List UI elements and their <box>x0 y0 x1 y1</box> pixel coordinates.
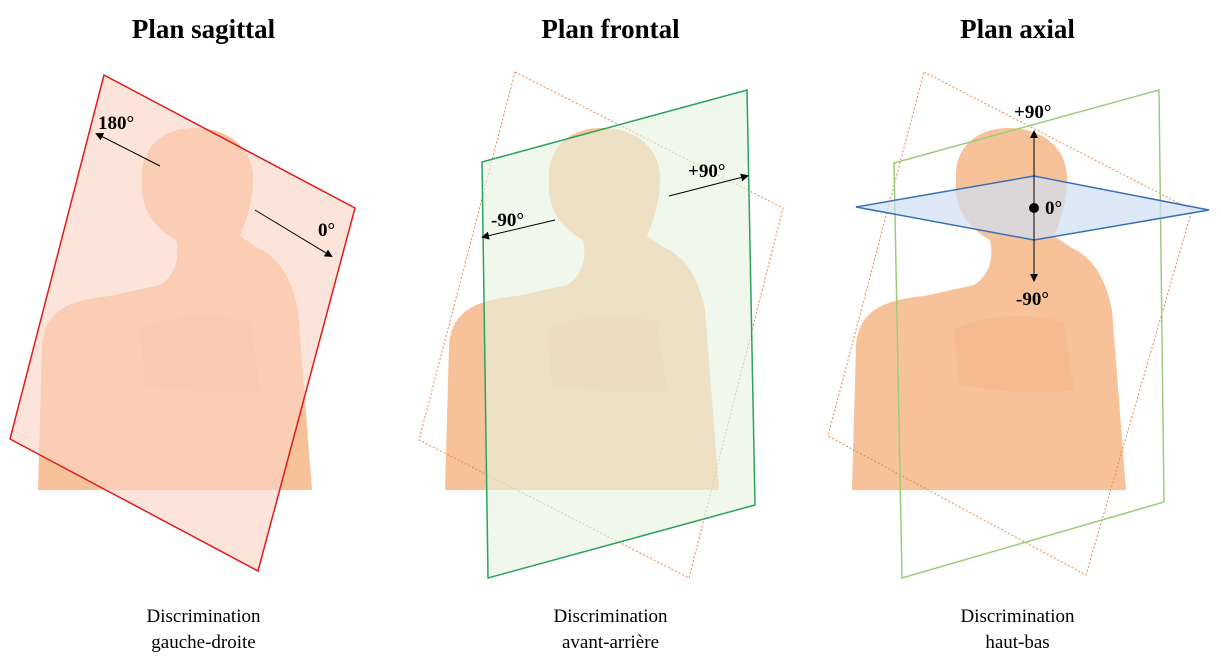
arrow-to-plus-90 <box>668 173 749 197</box>
label-minus-90: -90° <box>491 210 524 231</box>
panel-axial: Plan axial +90° 0° -90° Discrimination h… <box>814 0 1221 671</box>
sagittal-plane-dotted <box>827 71 1193 576</box>
panel-caption: Discrimination gauche-droite <box>0 604 407 656</box>
center-dot <box>1029 203 1039 213</box>
panel-caption: Discrimination haut-bas <box>814 604 1221 656</box>
arrow-to-180 <box>95 133 161 167</box>
panel-caption: Discrimination avant-arrière <box>407 604 814 656</box>
caption-line1: Discrimination <box>553 606 668 627</box>
panel-title: Plan axial <box>960 14 1075 44</box>
frontal-plane-outline <box>893 89 1165 579</box>
caption-line1: Discrimination <box>146 606 261 627</box>
arrow-to-zero <box>254 209 333 258</box>
label-minus-90: -90° <box>1016 289 1049 310</box>
panel-title: Plan frontal <box>541 14 680 44</box>
frontal-diagram: +90° -90° <box>418 71 784 579</box>
sagittal-diagram: 180° 0° <box>9 73 356 573</box>
label-plus-90: +90° <box>1014 102 1051 123</box>
caption-line2: haut-bas <box>985 632 1050 653</box>
panel-sagittal: Plan sagittal 180° 0° Discrimination gau… <box>0 0 407 671</box>
arrow-to-minus-90 <box>481 219 556 240</box>
panel-title: Plan sagittal <box>131 14 276 44</box>
human-silhouette <box>852 128 1126 490</box>
label-180: 180° <box>98 113 134 134</box>
frontal-plane <box>481 89 756 579</box>
axial-diagram: +90° 0° -90° <box>827 71 1210 579</box>
panel-frontal: Plan frontal +90° -90° Discrimination av… <box>407 0 814 671</box>
label-0: 0° <box>318 220 335 241</box>
label-zero: 0° <box>1045 198 1062 219</box>
label-plus-90: +90° <box>688 161 725 182</box>
caption-line2: avant-arrière <box>561 632 660 653</box>
caption-line1: Discrimination <box>960 606 1075 627</box>
sagittal-plane <box>9 73 356 573</box>
caption-line2: gauche-droite <box>151 632 256 653</box>
